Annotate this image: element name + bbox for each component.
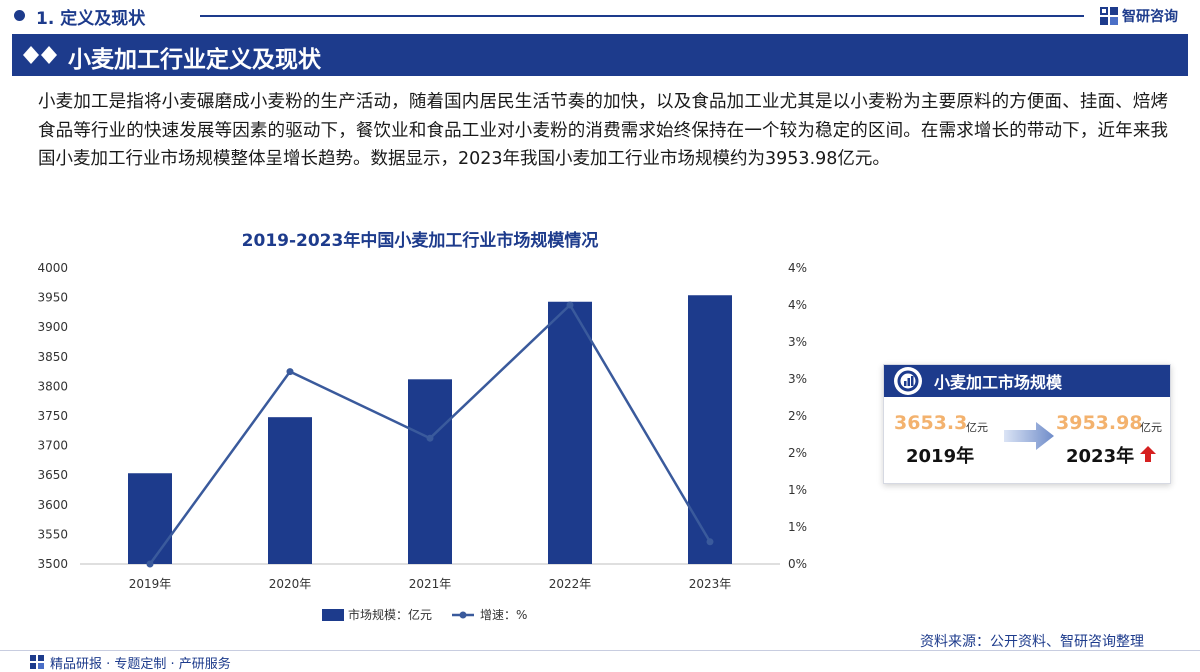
x-tick-label: 2023年 (689, 577, 732, 591)
chart-badge-icon (897, 370, 919, 392)
top-header: 1. 定义及现状 智研咨询 (0, 0, 1200, 32)
chart-title: 2019-2023年中国小麦加工行业市场规模情况 (241, 231, 599, 251)
zhiyan-logo-icon (1100, 7, 1118, 25)
growth-point (566, 301, 574, 309)
right-arrow-icon (1004, 422, 1054, 450)
growth-point (426, 434, 434, 442)
header-divider (200, 15, 1084, 17)
bullet-dot (14, 10, 25, 21)
legend-line-label: 增速：% (480, 608, 527, 622)
double-diamond-icon (23, 46, 57, 64)
page-title: 小麦加工行业定义及现状 (68, 47, 321, 73)
kpi-title: 小麦加工市场规模 (934, 373, 1063, 392)
footer-divider (0, 650, 1200, 651)
kpi-to-unit: 亿元 (1140, 421, 1162, 434)
x-tick-label: 2020年 (269, 577, 312, 591)
x-tick-label: 2019年 (129, 577, 172, 591)
zhiyan-logo-icon (30, 655, 44, 669)
bar (688, 295, 732, 564)
y-right-tick-label: 1% (788, 520, 807, 534)
y-right-tick-label: 3% (788, 335, 807, 349)
kpi-from-unit: 亿元 (966, 421, 988, 434)
y-left-tick-label: 3550 (37, 527, 68, 541)
y-right-tick-label: 0% (788, 557, 807, 571)
legend-bar-label: 市场规模：亿元 (348, 607, 432, 622)
footer-slogan: 精品研报 · 专题定制 · 产研服务 (50, 656, 231, 672)
x-tick-label: 2022年 (549, 577, 592, 591)
brand-logo: 智研咨询 (1100, 5, 1178, 27)
y-right-tick-label: 4% (788, 298, 807, 312)
kpi-badge (894, 367, 922, 395)
market-size-chart: 3500 3550 3600 3650 3700 3750 3800 3850 3900 3950… (37, 261, 807, 622)
kpi-card: 小麦加工市场规模 (883, 364, 1171, 484)
page-banner: 小麦加工行业定义及现状 (12, 34, 1188, 76)
y-left-tick-label: 3750 (37, 409, 68, 423)
y-left-tick-label: 3700 (37, 439, 68, 453)
kpi-from-year: 2019年 (906, 446, 975, 467)
intro-paragraph: 小麦加工是指将小麦碾磨成小麦粉的生产活动，随着国内居民生活节奏的加快，以及食品加… (38, 92, 1168, 169)
y-left-tick-label: 3950 (37, 291, 68, 305)
y-right-tick-label: 4% (788, 261, 807, 275)
bar (268, 417, 312, 564)
growth-point (706, 538, 714, 546)
section-title: 1. 定义及现状 (36, 9, 146, 29)
legend-bar-swatch (322, 609, 344, 621)
y-right-tick-label: 1% (788, 483, 807, 497)
growth-point (146, 560, 154, 568)
y-left-tick-label: 4000 (37, 261, 68, 275)
kpi-to-value: 3953.98 (1056, 412, 1143, 434)
y-right-tick-label: 3% (788, 372, 807, 386)
growth-point (286, 368, 294, 376)
kpi-from-value: 3653.3 (894, 412, 968, 434)
kpi-to-year: 2023年 (1066, 446, 1135, 467)
legend-line-marker (459, 611, 467, 619)
y-right-tick-label: 2% (788, 446, 807, 460)
data-source: 资料来源：公开资料、智研咨询整理 (920, 634, 1144, 650)
bar (128, 473, 172, 564)
logo-text: 智研咨询 (1122, 9, 1178, 25)
footer-slogan-group: 精品研报 · 专题定制 · 产研服务 (30, 652, 231, 672)
y-left-tick-label: 3500 (37, 557, 68, 571)
kpi-header: 小麦加工市场规模 (884, 365, 1170, 397)
bar (548, 301, 592, 564)
up-arrow-icon (1140, 446, 1156, 462)
y-left-tick-label: 3600 (37, 498, 68, 512)
x-tick-label: 2021年 (409, 577, 452, 591)
y-left-tick-label: 3900 (37, 320, 68, 334)
y-left-tick-label: 3800 (37, 379, 68, 393)
y-left-tick-label: 3850 (37, 350, 68, 364)
bar (408, 379, 452, 564)
y-left-tick-label: 3650 (37, 468, 68, 482)
y-right-tick-label: 2% (788, 409, 807, 423)
